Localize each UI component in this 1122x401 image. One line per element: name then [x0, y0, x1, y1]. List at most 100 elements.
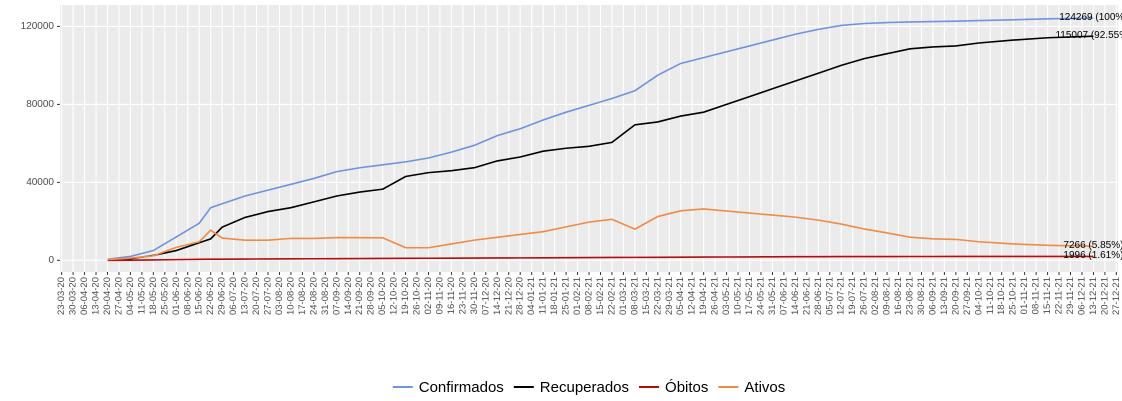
x-tick-label: 11-01-21 — [538, 277, 549, 314]
x-tick-label: 05-07-21 — [824, 277, 835, 315]
x-tick-label: 07-12-20 — [480, 277, 491, 315]
end-label: 7266 (5.85%) — [1063, 240, 1122, 251]
x-tick-label: 27-04-20 — [113, 277, 124, 315]
x-tick-label: 17-05-21 — [744, 277, 755, 315]
x-tick-label: 01-11-21 — [1019, 277, 1030, 314]
x-tick-label: 03-05-21 — [721, 277, 732, 315]
x-tick-label: 22-03-21 — [652, 277, 663, 315]
series-line — [107, 35, 1094, 261]
x-tick-label: 17-08-20 — [297, 277, 308, 315]
x-tick-label: 01-02-21 — [572, 277, 583, 315]
x-tick-label: 29-06-20 — [217, 277, 228, 315]
x-tick-label: 03-08-20 — [274, 277, 285, 315]
x-tick-label: 04-01-21 — [526, 277, 537, 315]
x-tick-label: 28-06-21 — [813, 277, 824, 315]
x-tick-label: 30-08-21 — [916, 277, 927, 315]
x-tick-label: 05-10-20 — [377, 277, 388, 315]
x-tick-label: 26-04-21 — [710, 277, 721, 315]
x-tick-label: 21-12-20 — [503, 277, 514, 315]
x-tick-label: 04-05-20 — [125, 277, 136, 315]
x-tick-label: 22-11-21 — [1054, 277, 1065, 314]
series-line — [107, 255, 1094, 262]
x-tick-label: 12-07-21 — [836, 277, 847, 315]
x-tick-label: 08-02-21 — [584, 277, 595, 315]
x-tick-label: 23-11-20 — [457, 277, 468, 314]
x-tick-label: 15-06-20 — [194, 277, 205, 315]
x-tick-label: 16-08-21 — [893, 277, 904, 315]
x-tick-label: 21-06-21 — [801, 277, 812, 315]
end-label: 124269 (100%) — [1059, 12, 1122, 23]
x-tick-label: 15-11-21 — [1042, 277, 1053, 314]
x-tick-label: 30-11-20 — [469, 277, 480, 314]
y-tick-label: 40000 — [26, 177, 54, 188]
x-tick-label: 11-05-20 — [136, 277, 147, 314]
x-tick-label: 28-09-20 — [366, 277, 377, 315]
legend: Confirmados Recuperados Óbitos Ativos — [392, 379, 785, 396]
legend-label: Recuperados — [540, 379, 629, 396]
x-tick-label: 07-06-21 — [778, 277, 789, 315]
x-tick-label: 08-03-21 — [629, 277, 640, 315]
series-line — [107, 208, 1094, 261]
y-tick-label: 0 — [48, 255, 54, 266]
x-tick-label: 18-01-21 — [549, 277, 560, 315]
x-tick-label: 25-05-20 — [159, 277, 170, 315]
x-tick-label: 05-04-21 — [675, 277, 686, 315]
x-tick-label: 15-02-21 — [595, 277, 606, 315]
x-tick-label: 06-12-21 — [1076, 277, 1087, 315]
x-tick-label: 10-05-21 — [733, 277, 744, 315]
x-tick-label: 08-06-20 — [182, 277, 193, 315]
x-tick-label: 27-12-21 — [1111, 277, 1122, 315]
x-tick-label: 12-04-21 — [687, 277, 698, 315]
x-tick-label: 19-07-21 — [847, 277, 858, 315]
x-tick-label: 26-07-21 — [859, 277, 870, 315]
x-tick-label: 26-10-20 — [412, 277, 423, 315]
legend-label: Óbitos — [665, 379, 708, 396]
x-tick-label: 14-09-20 — [343, 277, 354, 315]
x-tick-label: 08-11-21 — [1031, 277, 1042, 314]
x-tick-label: 30-03-20 — [68, 277, 79, 315]
x-tick-label: 28-12-20 — [515, 277, 526, 315]
x-tick-label: 06-09-21 — [927, 277, 938, 315]
x-tick-label: 16-11-20 — [446, 277, 457, 314]
x-tick-label: 13-09-21 — [939, 277, 950, 315]
x-tick-label: 18-10-21 — [996, 277, 1007, 315]
x-tick-label: 19-10-20 — [400, 277, 411, 315]
x-tick-label: 29-11-21 — [1065, 277, 1076, 314]
x-tick-label: 22-06-20 — [205, 277, 216, 315]
x-tick-label: 31-08-20 — [320, 277, 331, 315]
x-tick-label: 25-01-21 — [561, 277, 572, 315]
y-tick-label: 120000 — [21, 21, 55, 32]
x-tick-label: 14-06-21 — [790, 277, 801, 315]
x-tick-label: 23-03-20 — [56, 277, 67, 315]
legend-label: Ativos — [744, 379, 785, 396]
x-tick-label: 01-03-21 — [618, 277, 629, 315]
x-tick-label: 27-07-20 — [263, 277, 274, 315]
series-line — [107, 17, 1094, 261]
y-tick-label: 80000 — [26, 99, 54, 110]
x-tick-label: 13-04-20 — [91, 277, 102, 315]
x-tick-label: 15-03-21 — [641, 277, 652, 315]
x-tick-label: 20-12-21 — [1099, 277, 1110, 315]
x-tick-label: 09-11-20 — [434, 277, 445, 314]
x-tick-label: 20-07-20 — [251, 277, 262, 315]
x-tick-label: 09-08-21 — [882, 277, 893, 315]
x-tick-label: 02-08-21 — [870, 277, 881, 315]
x-tick-label: 24-05-21 — [755, 277, 766, 315]
x-tick-label: 22-02-21 — [606, 277, 617, 315]
x-tick-label: 10-08-20 — [285, 277, 296, 315]
x-tick-label: 01-06-20 — [171, 277, 182, 315]
x-tick-label: 29-03-21 — [664, 277, 675, 315]
x-tick-label: 07-09-20 — [331, 277, 342, 315]
x-tick-label: 19-04-21 — [698, 277, 709, 315]
x-tick-label: 24-08-20 — [308, 277, 319, 315]
x-tick-label: 11-10-21 — [985, 277, 996, 314]
x-tick-label: 21-09-20 — [354, 277, 365, 315]
x-tick-label: 27-09-21 — [962, 277, 973, 315]
x-tick-label: 13-12-21 — [1088, 277, 1099, 315]
legend-label: Confirmados — [419, 379, 504, 396]
x-tick-label: 12-10-20 — [389, 277, 400, 315]
x-tick-label: 31-05-21 — [767, 277, 778, 315]
x-tick-label: 14-12-20 — [492, 277, 503, 315]
x-tick-label: 06-07-20 — [228, 277, 239, 315]
